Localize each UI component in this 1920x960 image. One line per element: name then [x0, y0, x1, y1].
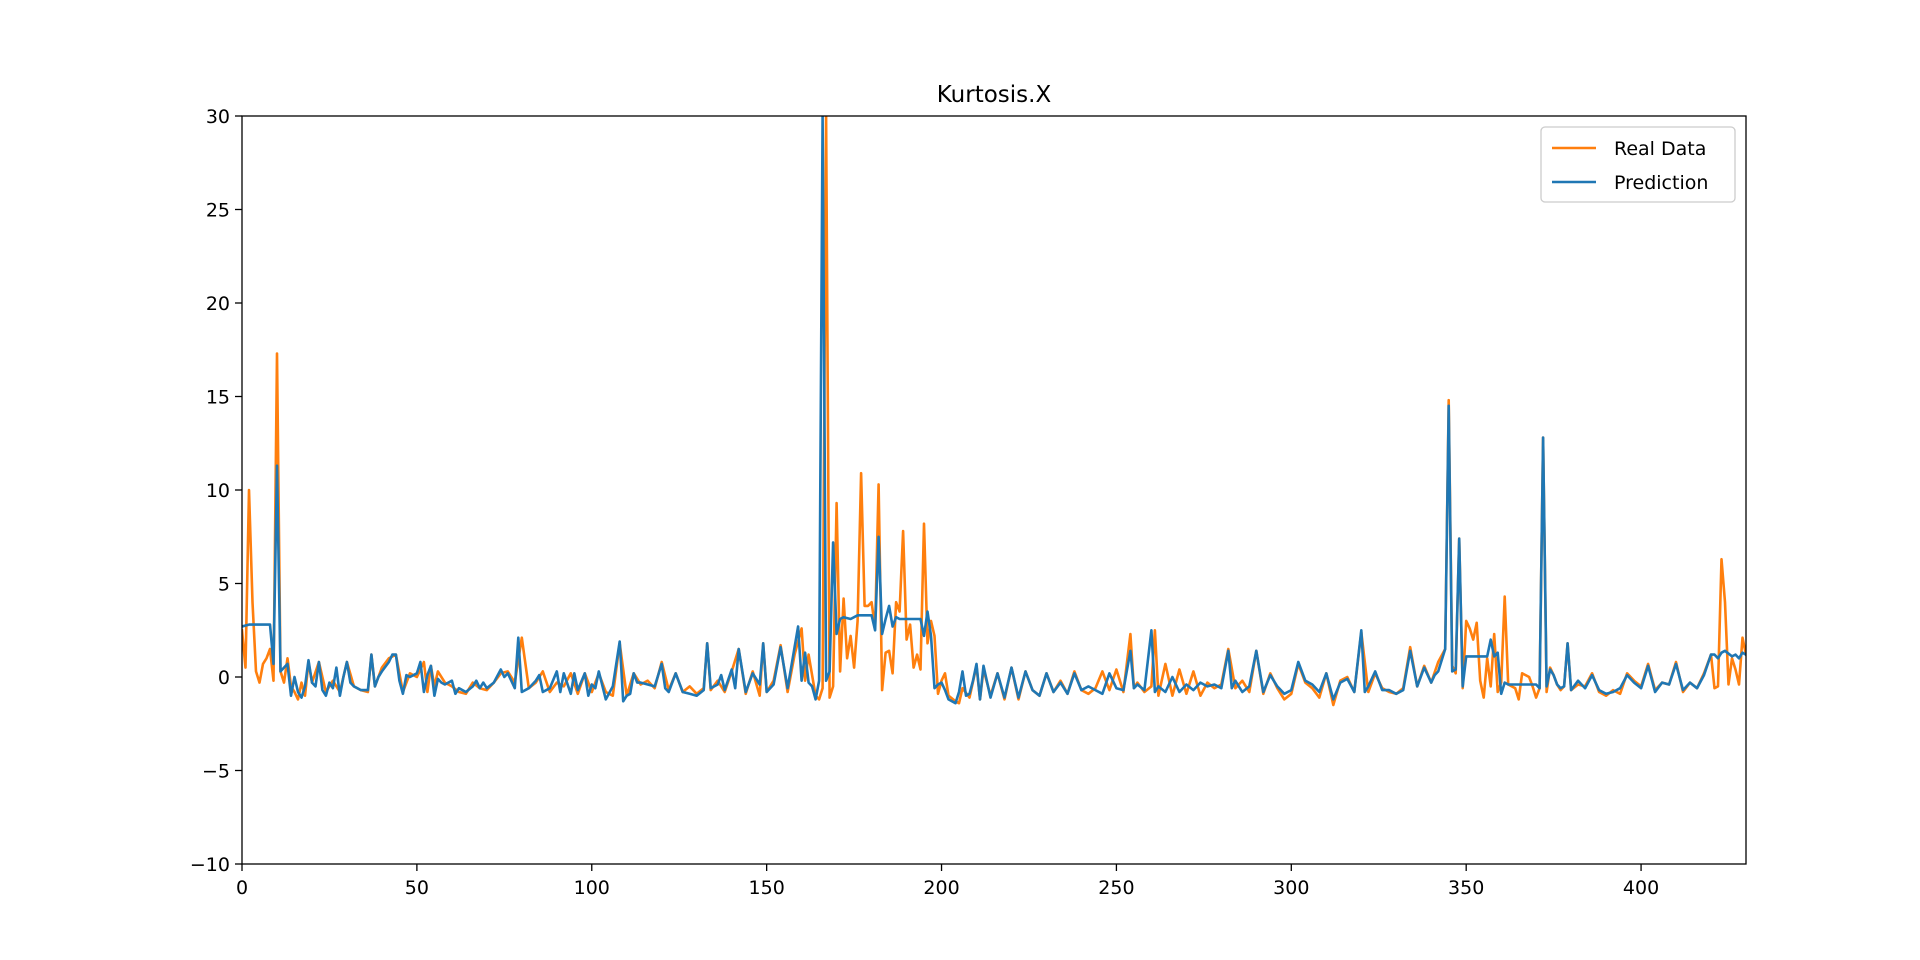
axes: 0 50 100 150 200 250 300 350 400 −10 −5 0 5 10 15 20 25 3… [190, 106, 1659, 899]
legend-label: Prediction [1614, 172, 1708, 194]
chart-title: Kurtosis.X [937, 82, 1052, 108]
y-tick-label: 5 [218, 574, 230, 596]
x-tick-label: 200 [923, 877, 959, 899]
plot-frame [241, 115, 1747, 865]
y-tick-label: 15 [206, 387, 230, 409]
y-tick-label: −5 [202, 761, 230, 783]
x-tick-label: 0 [236, 877, 248, 899]
y-tick-label: 0 [218, 667, 230, 689]
x-tick-label: 300 [1273, 877, 1309, 899]
legend: Real Data Prediction [1540, 126, 1736, 203]
x-tick-label: 100 [574, 877, 610, 899]
y-tick-label: 30 [206, 106, 230, 128]
x-tick-label: 350 [1448, 877, 1484, 899]
plot-area [242, 116, 1746, 707]
y-tick-label: 10 [206, 480, 230, 502]
legend-label: Real Data [1614, 138, 1706, 160]
x-tick-label: 150 [749, 877, 785, 899]
y-tick-label: 25 [206, 200, 230, 222]
x-tick-label: 250 [1098, 877, 1134, 899]
y-tick-label: 20 [206, 293, 230, 315]
x-tick-label: 400 [1623, 877, 1659, 899]
x-tick-label: 50 [405, 877, 429, 899]
series-line-prediction [242, 116, 1746, 705]
y-tick-label: −10 [190, 854, 230, 876]
